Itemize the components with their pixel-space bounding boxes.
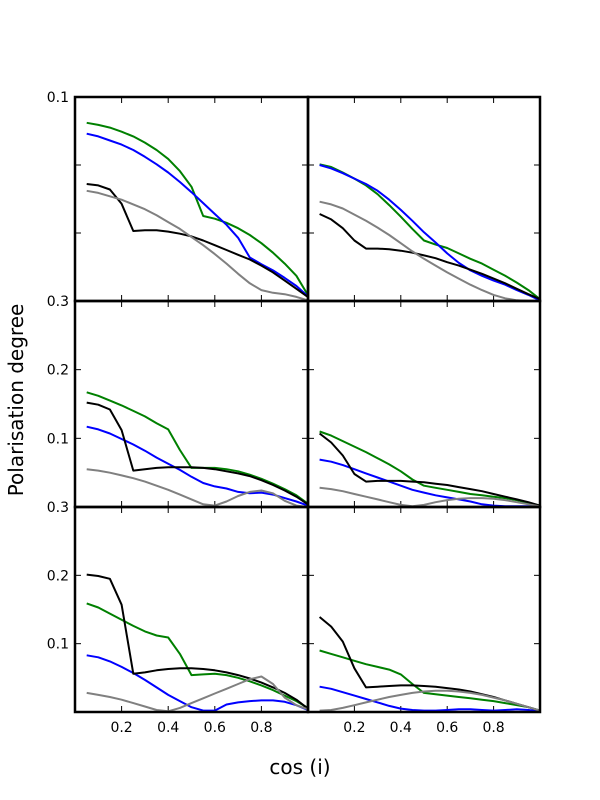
- x-tick-label: 0.4: [157, 720, 179, 736]
- y-tick-label: 0.3: [47, 500, 69, 516]
- panel-frame: [306, 505, 542, 714]
- series-line-black: [86, 183, 309, 298]
- y-tick-label: 0.1: [47, 90, 69, 106]
- y-tick-label: 0.1: [47, 431, 69, 447]
- panel-r3c1: 0.2 0.1 0.2 0.4 0.6 0.8: [47, 505, 310, 736]
- x-tick-label: 0.2: [110, 720, 132, 736]
- x-tick-label: 0.4: [390, 720, 412, 736]
- series-line-gray: [86, 468, 308, 508]
- y-axis-label: Polarisation degree: [4, 304, 28, 497]
- series-line-black: [318, 616, 541, 712]
- x-axis-label: cos (i): [269, 755, 330, 779]
- y-tick-label: 0.2: [47, 568, 69, 584]
- series-line-black: [318, 432, 541, 507]
- series-line-green: [319, 430, 541, 507]
- series-line-green: [319, 649, 541, 712]
- y-tick-label: 0.1: [47, 637, 69, 653]
- panel-r1c1: 0.1 0.3: [47, 90, 310, 310]
- panel-r3c2: 0.2 0.4 0.6 0.8: [306, 505, 542, 736]
- series-line-gray: [319, 486, 540, 508]
- series-line-green: [86, 602, 309, 709]
- series-line-green: [319, 163, 541, 300]
- series-line-blue: [86, 654, 309, 712]
- series-line-black: [86, 573, 309, 710]
- series-line-black: [319, 213, 541, 300]
- series-line-gray: [86, 675, 309, 713]
- y-tick-label: 0.2: [47, 363, 69, 379]
- series-line-gray: [86, 189, 309, 302]
- panel-frame: [306, 95, 542, 303]
- series-line-blue: [86, 132, 309, 297]
- panel-r2c2: [306, 299, 542, 509]
- y-tick-label: 0.3: [47, 294, 69, 310]
- series-line-green: [86, 121, 309, 296]
- x-tick-label: 0.8: [482, 720, 504, 736]
- x-tick-label: 0.8: [250, 720, 272, 736]
- series-line-gray: [319, 200, 540, 302]
- x-tick-label: 0.6: [436, 720, 458, 736]
- series-line-gray: [319, 689, 541, 712]
- x-tick-label: 0.6: [204, 720, 226, 736]
- panel-r2c1: 0.2 0.1 0.3: [47, 299, 310, 516]
- series-line-green: [86, 391, 309, 505]
- series-line-black: [86, 401, 309, 506]
- series-line-blue: [319, 164, 541, 302]
- x-tick-label: 0.2: [343, 720, 365, 736]
- panel-frame: [306, 299, 542, 509]
- plot-layer: 0.10.30.20.10.30.20.10.2 0.4 0.6 0.8 0.2 0.4 0…: [47, 90, 542, 736]
- panel-r1c2: [306, 95, 542, 303]
- panel-frame: [73, 505, 310, 714]
- series-line-blue: [319, 685, 540, 713]
